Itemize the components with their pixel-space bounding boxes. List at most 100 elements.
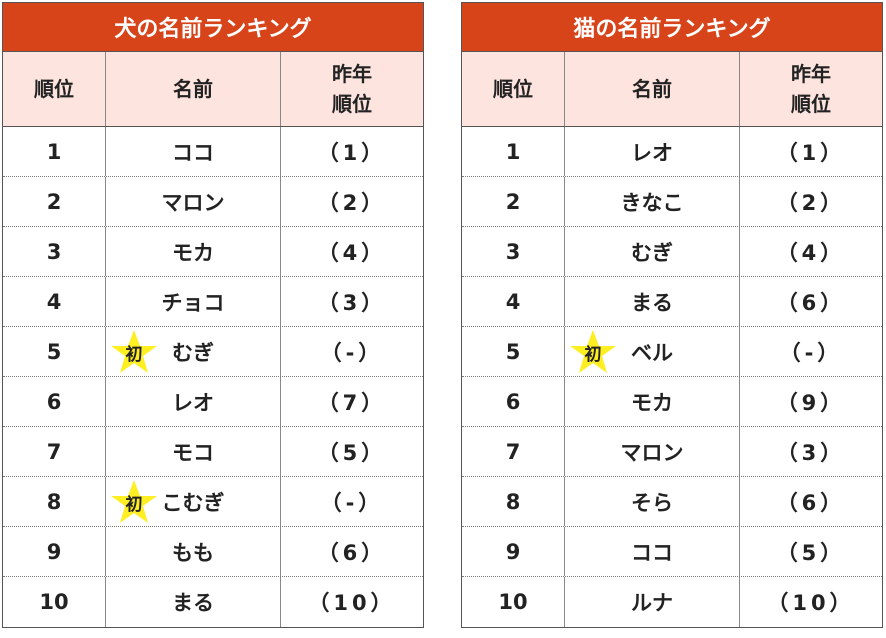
prev-rank-cell: （9）: [776, 390, 846, 415]
name-cell: もも: [106, 527, 281, 576]
rank-cell: 9: [3, 527, 106, 576]
new-badge: 初: [569, 329, 617, 375]
name-cell: きなこ: [565, 177, 740, 226]
name-text: むぎ: [172, 340, 214, 365]
badge-text: 初: [584, 344, 602, 365]
rank-cell: 1: [3, 127, 106, 176]
prev-rank-cell: （-）: [779, 340, 843, 365]
table-row: 7 モコ （5）: [3, 427, 423, 477]
prev-rank-cell: （2）: [776, 190, 846, 215]
name-text: まる: [631, 290, 673, 315]
header-cell: 順位: [3, 52, 106, 126]
prev-rank-cell: （-）: [320, 490, 384, 515]
prev-rank-cell: （5）: [776, 540, 846, 565]
name-text: レオ: [631, 140, 673, 165]
rank-cell: 4: [462, 277, 565, 326]
table-title: 猫の名前ランキング: [462, 3, 882, 52]
name-text: むぎ: [631, 240, 673, 265]
new-badge: 初: [110, 479, 158, 525]
header-cell: 順位: [462, 52, 565, 126]
name-text: きなこ: [620, 190, 684, 215]
table-row: 6 モカ （9）: [462, 377, 882, 427]
name-cell: むぎ: [565, 227, 740, 276]
prev-rank-cell: （5）: [317, 440, 387, 465]
name-cell: ココ: [106, 127, 281, 176]
table-row: 6 レオ （7）: [3, 377, 423, 427]
rank-cell: 2: [3, 177, 106, 226]
table-row: 1 ココ （1）: [3, 127, 423, 177]
table-row: 2 マロン （2）: [3, 177, 423, 227]
ranking-table: 犬の名前ランキング 順位 名前 昨年 順位 1 ココ （1） 2 マロン （2） 3 モカ （4） 4 チョ…: [2, 2, 424, 628]
star-icon: [111, 480, 157, 523]
star-icon: [570, 330, 616, 373]
prev-rank-cell: （10）: [767, 591, 855, 615]
name-text: モコ: [172, 440, 214, 465]
name-text: もも: [172, 540, 214, 565]
table-row: 4 まる （6）: [462, 277, 882, 327]
table-row: 8 初こむぎ （-）: [3, 477, 423, 527]
header-cell: 昨年 順位: [791, 62, 831, 116]
prev-rank-cell: （2）: [317, 190, 387, 215]
prev-rank-cell: （1）: [776, 140, 846, 165]
name-cell: チョコ: [106, 277, 281, 326]
rank-cell: 10: [3, 577, 106, 627]
name-text: レオ: [172, 390, 214, 415]
header-cell: 名前: [565, 52, 740, 126]
rank-cell: 1: [462, 127, 565, 176]
name-text: そら: [631, 490, 673, 515]
table-row: 3 むぎ （4）: [462, 227, 882, 277]
prev-rank-cell: （7）: [317, 390, 387, 415]
table-row: 9 もも （6）: [3, 527, 423, 577]
name-text: こむぎ: [161, 490, 225, 515]
table-row: 10 ルナ （10）: [462, 577, 882, 627]
header-cell: 昨年 順位: [332, 62, 372, 116]
table-row: 5 初 ベル （-）: [462, 327, 882, 377]
name-cell: まる: [565, 277, 740, 326]
prev-rank-cell: （6）: [776, 490, 846, 515]
name-cell: モカ: [106, 227, 281, 276]
table-row: 9 ココ （5）: [462, 527, 882, 577]
new-badge: 初: [110, 329, 158, 375]
rank-cell: 3: [3, 227, 106, 276]
table-row: 2 きなこ （2）: [462, 177, 882, 227]
rank-cell: 7: [462, 427, 565, 476]
prev-rank-cell: （6）: [317, 540, 387, 565]
name-text: マロン: [161, 190, 225, 215]
name-cell: そら: [565, 477, 740, 526]
name-text: ココ: [631, 540, 673, 565]
name-cell: まる: [106, 577, 281, 627]
name-text: モカ: [172, 240, 214, 265]
ranking-table: 猫の名前ランキング 順位 名前 昨年 順位 1 レオ （1） 2 きなこ （2） 3 むぎ （4） 4 まる…: [461, 2, 883, 628]
name-text: マロン: [620, 440, 684, 465]
star-icon: [111, 330, 157, 373]
name-text: モカ: [631, 390, 673, 415]
table-row: 7 マロン （3）: [462, 427, 882, 477]
rank-cell: 5: [462, 327, 565, 376]
table-row: 4 チョコ （3）: [3, 277, 423, 327]
header-row: 順位 名前 昨年 順位: [462, 52, 882, 127]
rank-cell: 2: [462, 177, 565, 226]
name-cell: マロン: [565, 427, 740, 476]
rank-cell: 3: [462, 227, 565, 276]
name-cell: 初こむぎ: [106, 477, 281, 526]
rank-cell: 5: [3, 327, 106, 376]
name-text: ベル: [631, 340, 673, 365]
name-text: チョコ: [161, 290, 225, 315]
name-cell: レオ: [565, 127, 740, 176]
prev-rank-cell: （1）: [317, 140, 387, 165]
rank-cell: 10: [462, 577, 565, 627]
rank-cell: 6: [3, 377, 106, 426]
name-cell: モカ: [565, 377, 740, 426]
name-cell: レオ: [106, 377, 281, 426]
name-cell: モコ: [106, 427, 281, 476]
prev-rank-cell: （-）: [320, 340, 384, 365]
name-text: まる: [172, 591, 214, 615]
prev-rank-cell: （3）: [776, 440, 846, 465]
name-cell: ルナ: [565, 577, 740, 627]
name-text: ルナ: [631, 591, 673, 615]
name-text: ココ: [172, 140, 214, 165]
rank-cell: 8: [3, 477, 106, 526]
prev-rank-cell: （4）: [317, 240, 387, 265]
table-row: 1 レオ （1）: [462, 127, 882, 177]
